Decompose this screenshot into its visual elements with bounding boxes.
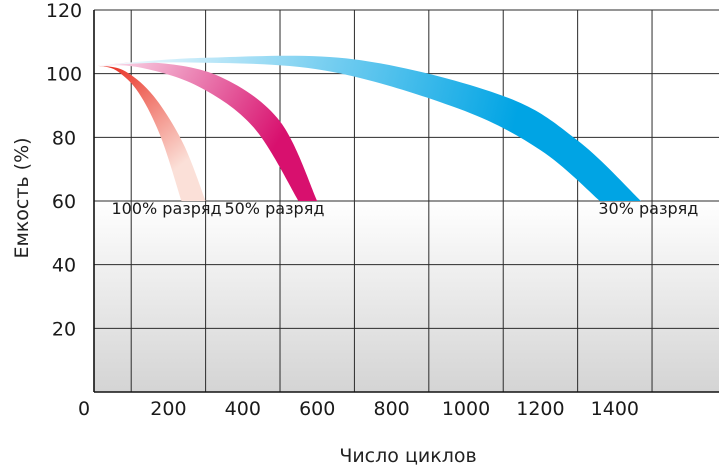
x-origin-label: 0 xyxy=(78,398,90,420)
y-tick-label: 40 xyxy=(52,255,76,277)
series-labels: 100% разряд 50% разряд 30% разряд xyxy=(111,199,698,218)
y-tick-label: 80 xyxy=(52,127,76,149)
y-axis-title: Емкость (%) xyxy=(11,137,33,258)
series-label: 100% разряд xyxy=(111,199,221,218)
x-tick-labels: 200 400 600 800 1000 1200 1400 xyxy=(150,398,639,420)
series-band xyxy=(94,55,641,202)
series-label: 50% разряд xyxy=(224,199,324,218)
x-tick-label: 1000 xyxy=(442,398,490,420)
y-tick-label: 100 xyxy=(46,64,82,86)
x-tick-label: 1400 xyxy=(591,398,639,420)
series-band xyxy=(97,62,318,201)
y-tick-label: 60 xyxy=(52,191,76,213)
y-tick-label: 120 xyxy=(46,0,82,22)
x-tick-label: 800 xyxy=(373,398,409,420)
series-layer xyxy=(94,55,641,202)
series-label: 30% разряд xyxy=(598,199,698,218)
series-band xyxy=(97,65,206,201)
x-tick-label: 200 xyxy=(150,398,186,420)
y-tick-label: 20 xyxy=(52,318,76,340)
x-axis-title: Число циклов xyxy=(339,445,476,467)
x-tick-label: 600 xyxy=(299,398,335,420)
x-tick-label: 1200 xyxy=(516,398,564,420)
plot-background-lower xyxy=(94,200,719,392)
x-tick-label: 400 xyxy=(225,398,261,420)
y-tick-labels: 20 40 60 80 100 120 xyxy=(46,0,82,340)
